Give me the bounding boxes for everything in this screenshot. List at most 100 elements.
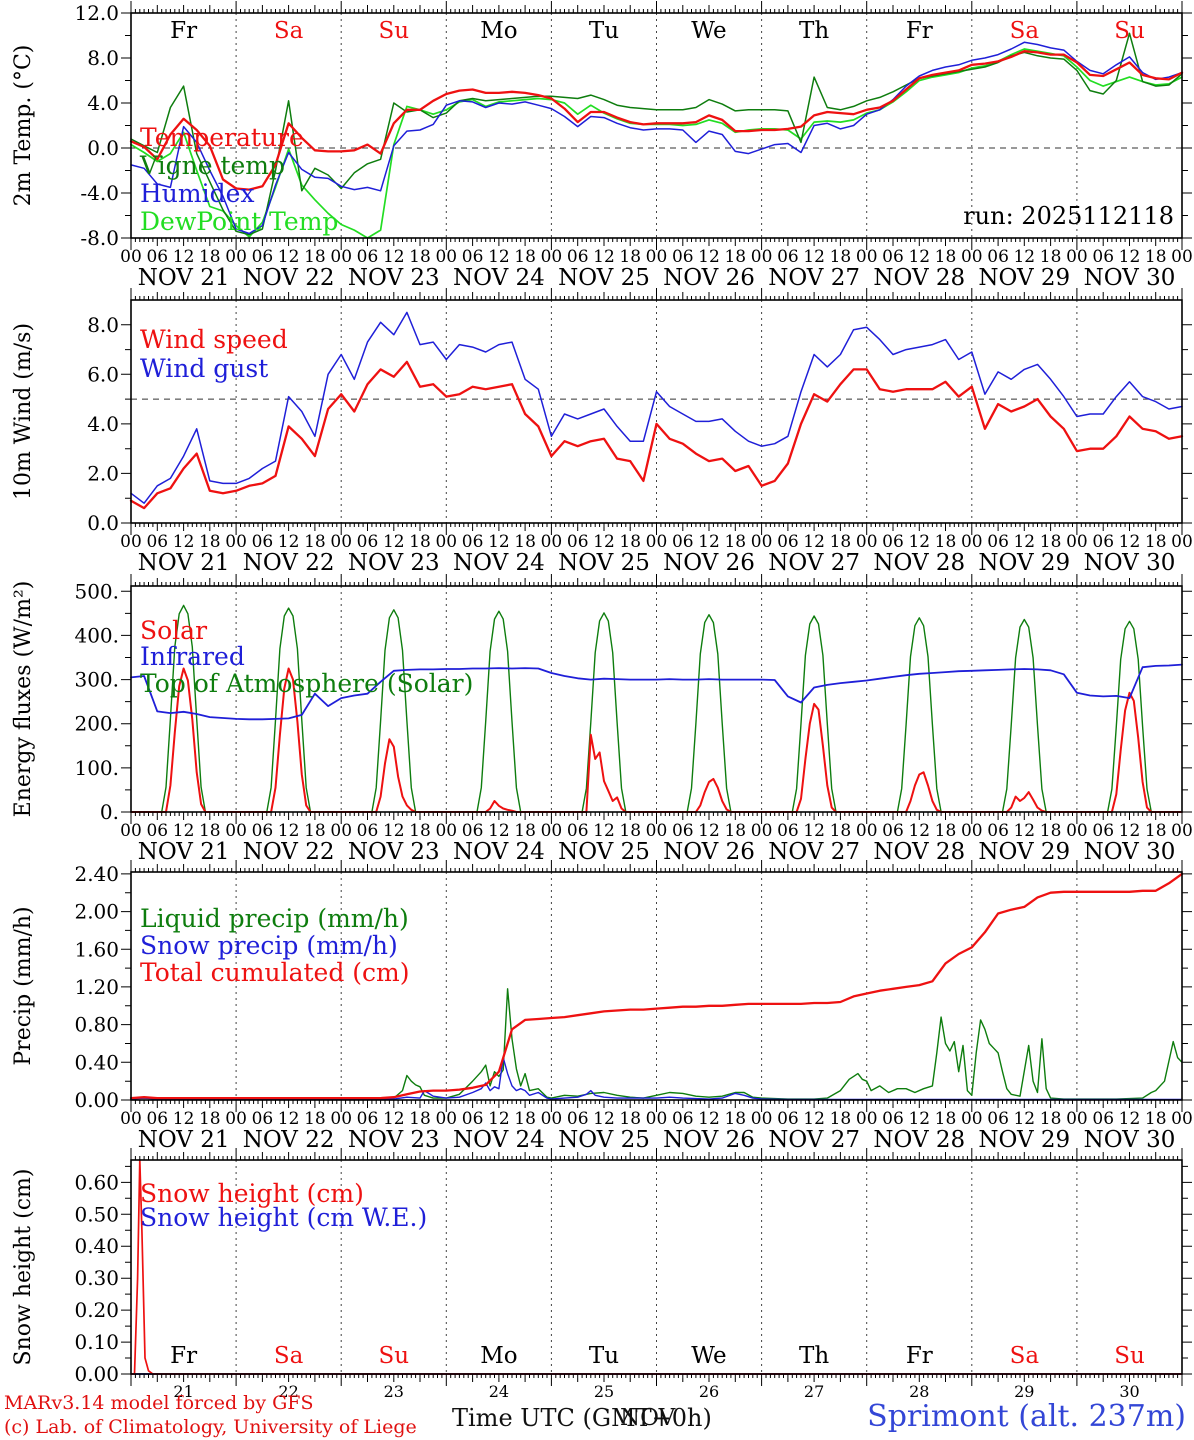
legend-snow-height-cm: Snow height (cm)	[140, 1179, 364, 1208]
hour-label: 18	[304, 1109, 326, 1129]
hour-label: 06	[987, 247, 1009, 267]
y-tick-label: 1.60	[74, 937, 119, 961]
legend-top-of-atmosphere-solar: Top of Atmosphere (Solar)	[140, 669, 473, 698]
hour-label: 00	[120, 1109, 142, 1129]
hour-label: 06	[252, 1109, 274, 1129]
day-number-label: 29	[1014, 1382, 1034, 1401]
legend-snow-height-cm-w-e: Snow height (cm W.E.)	[140, 1203, 427, 1232]
hour-label: 00	[961, 247, 983, 267]
hour-label: 06	[567, 532, 589, 552]
y-tick-label: 0.50	[74, 1202, 119, 1226]
hour-label: 18	[409, 532, 431, 552]
hour-label: 00	[856, 821, 878, 841]
x-axis-ticks	[130, 288, 1183, 535]
hour-label: 12	[698, 1109, 720, 1129]
hour-label: 06	[357, 1109, 379, 1129]
hour-label: 06	[252, 532, 274, 552]
day-name-label: Su	[1114, 18, 1145, 44]
date-label: NOV 25	[558, 550, 650, 576]
day-number-label: 28	[909, 1382, 929, 1401]
date-label: NOV 27	[768, 839, 860, 865]
legend-dewpoint-temp: DewPoint Temp	[140, 207, 338, 236]
hour-label: 18	[199, 1109, 221, 1129]
hour-label: 18	[830, 247, 852, 267]
hour-label: 00	[225, 247, 247, 267]
hour-label: 00	[330, 532, 352, 552]
hour-label: 18	[409, 821, 431, 841]
y-tick-label: 300.	[74, 668, 119, 692]
hour-label: 00	[856, 247, 878, 267]
hour-label: 18	[619, 821, 641, 841]
hour-label: 12	[173, 1109, 195, 1129]
hour-label: 06	[882, 532, 904, 552]
hour-label: 00	[1066, 532, 1088, 552]
legend-wind-speed: Wind speed	[140, 325, 288, 354]
y-tick-label: 6.0	[87, 362, 119, 386]
hour-label: 18	[1145, 247, 1167, 267]
hour-label: 06	[462, 532, 484, 552]
day-name-label: Tu	[589, 18, 619, 44]
legend-humidex: Humidex	[140, 179, 255, 208]
hour-label: 06	[777, 1109, 799, 1129]
y-tick-label: 0.0	[87, 511, 119, 535]
hour-label: 00	[435, 247, 457, 267]
date-label: NOV 21	[138, 1127, 230, 1153]
legend-infrared: Infrared	[140, 642, 245, 671]
day-number-label: 21	[173, 1382, 193, 1401]
y-tick-label: 0.40	[74, 1234, 119, 1258]
hour-label: 00	[225, 532, 247, 552]
date-label: NOV 25	[558, 839, 650, 865]
hour-label: 18	[199, 532, 221, 552]
y-tick-label: 0.60	[74, 1170, 119, 1194]
hour-label: 12	[1013, 821, 1035, 841]
hour-label: 06	[146, 247, 168, 267]
y-tick-label: 8.0	[87, 313, 119, 337]
day-number-label: 25	[594, 1382, 614, 1401]
date-label: NOV 27	[768, 1127, 860, 1153]
date-label: NOV 29	[978, 839, 1070, 865]
y-tick-label: 4.0	[87, 91, 119, 115]
date-label: NOV 22	[243, 265, 335, 291]
day-name-label: Tu	[589, 1343, 619, 1369]
hour-label: 00	[330, 247, 352, 267]
date-label: NOV 26	[663, 1127, 755, 1153]
series-snow-height	[130, 1159, 1183, 1375]
series-snow-precip	[130, 1056, 1183, 1101]
hour-label: 06	[462, 1109, 484, 1129]
hour-label: 12	[1013, 532, 1035, 552]
y-axis-ticks	[121, 590, 1192, 813]
series-top-of-atmosphere-solar	[130, 604, 1183, 813]
hour-label: 12	[278, 532, 300, 552]
hour-label: 18	[724, 247, 746, 267]
hour-label: 18	[1040, 1109, 1062, 1129]
y-axis-title: 2m Temp. (°C)	[11, 45, 36, 207]
hour-label: 06	[357, 821, 379, 841]
legend-solar: Solar	[140, 616, 207, 645]
hour-label: 18	[1145, 1109, 1167, 1129]
hour-label: 00	[541, 1109, 563, 1129]
day-name-label: Th	[799, 18, 829, 44]
hour-label: 18	[830, 532, 852, 552]
hour-label: 18	[724, 532, 746, 552]
hour-label: 12	[698, 821, 720, 841]
hour-label: 12	[278, 821, 300, 841]
date-label: NOV 30	[1084, 265, 1176, 291]
hour-label: 00	[541, 532, 563, 552]
date-label: NOV 29	[978, 1127, 1070, 1153]
y-tick-label: 0.0	[87, 136, 119, 160]
hour-label: 18	[935, 247, 957, 267]
hour-label: 18	[619, 532, 641, 552]
y-axis-ticks	[121, 12, 1192, 239]
hour-label: 12	[488, 1109, 510, 1129]
date-label: NOV 25	[558, 1127, 650, 1153]
hour-label: 00	[1171, 532, 1193, 552]
hour-label: 18	[409, 1109, 431, 1129]
y-tick-label: 0.80	[74, 1013, 119, 1037]
y-tick-label: 1.20	[74, 975, 119, 999]
hour-label: 18	[304, 821, 326, 841]
hour-label: 00	[751, 821, 773, 841]
date-label: NOV 21	[138, 550, 230, 576]
hour-label: 06	[567, 821, 589, 841]
hour-label: 18	[514, 247, 536, 267]
hour-label: 06	[462, 821, 484, 841]
